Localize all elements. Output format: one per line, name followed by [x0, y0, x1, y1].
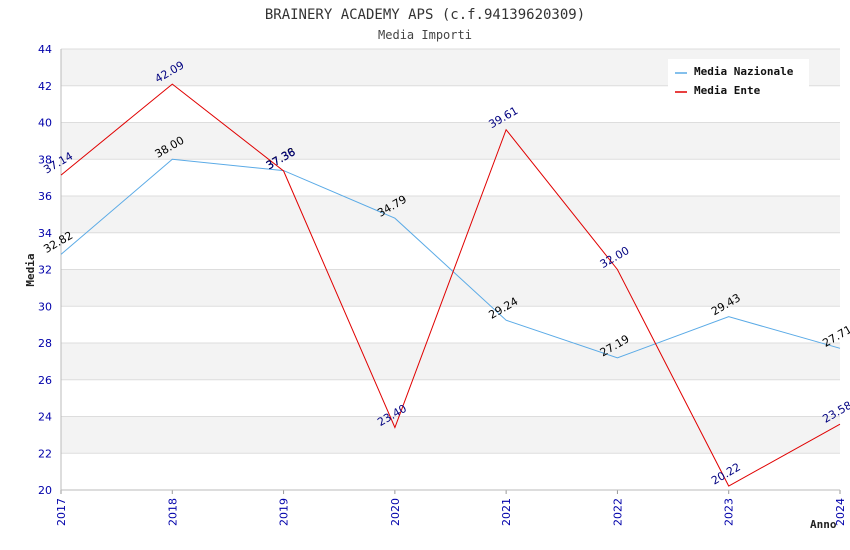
y-tick-label: 42 — [38, 80, 52, 93]
grid-bands — [61, 49, 840, 454]
grid-band — [61, 343, 840, 380]
x-tick-label: 2020 — [389, 498, 402, 526]
y-tick-label: 24 — [38, 411, 52, 424]
y-tick-label: 20 — [38, 484, 52, 497]
y-tick-label: 28 — [38, 337, 52, 350]
x-axis-label: Anno — [810, 518, 837, 531]
legend: Media Nazionale Media Ente — [668, 59, 809, 101]
x-tick-label: 2021 — [500, 498, 513, 526]
y-tick-label: 40 — [38, 117, 52, 130]
x-axis-ticks: 2017 2018 2019 2020 2021 2022 2023 2024 — [55, 490, 847, 526]
grid-band — [61, 122, 840, 160]
series-line-media-nazionale — [60, 158, 841, 359]
y-tick-label: 38 — [38, 153, 52, 166]
legend-entry-media-ente: Media Ente — [694, 84, 761, 97]
axes — [60, 49, 840, 491]
data-label: 32.00 — [598, 244, 632, 271]
data-label: 20.22 — [709, 460, 743, 487]
legend-entry-media-nazionale: Media Nazionale — [694, 65, 794, 78]
y-tick-label: 34 — [38, 227, 52, 240]
y-tick-label: 44 — [38, 43, 52, 56]
chart-title: BRAINERY ACADEMY APS (c.f.94139620309) — [265, 7, 585, 23]
y-tick-label: 30 — [38, 300, 52, 313]
y-tick-label: 36 — [38, 190, 52, 203]
x-tick-label: 2024 — [834, 498, 847, 526]
y-tick-label: 26 — [38, 374, 52, 387]
legend-box — [668, 59, 809, 101]
y-tick-label: 32 — [38, 264, 52, 277]
x-tick-label: 2018 — [166, 498, 179, 526]
grid-band — [61, 416, 840, 454]
x-tick-label: 2022 — [611, 498, 624, 526]
series-line-media-ente — [60, 83, 841, 487]
chart-subtitle: Media Importi — [378, 28, 472, 42]
y-axis-label: Media — [24, 253, 37, 286]
x-tick-label: 2023 — [723, 498, 736, 526]
grid-band — [61, 269, 840, 307]
x-tick-label: 2017 — [55, 498, 68, 526]
series-lines — [60, 83, 841, 487]
grid-band — [61, 196, 840, 233]
y-axis-ticks: 20 22 24 26 28 30 32 34 36 38 40 42 44 — [38, 43, 52, 497]
x-tick-label: 2019 — [278, 498, 291, 526]
grid-lines — [61, 48, 840, 491]
y-tick-label: 22 — [38, 447, 52, 460]
